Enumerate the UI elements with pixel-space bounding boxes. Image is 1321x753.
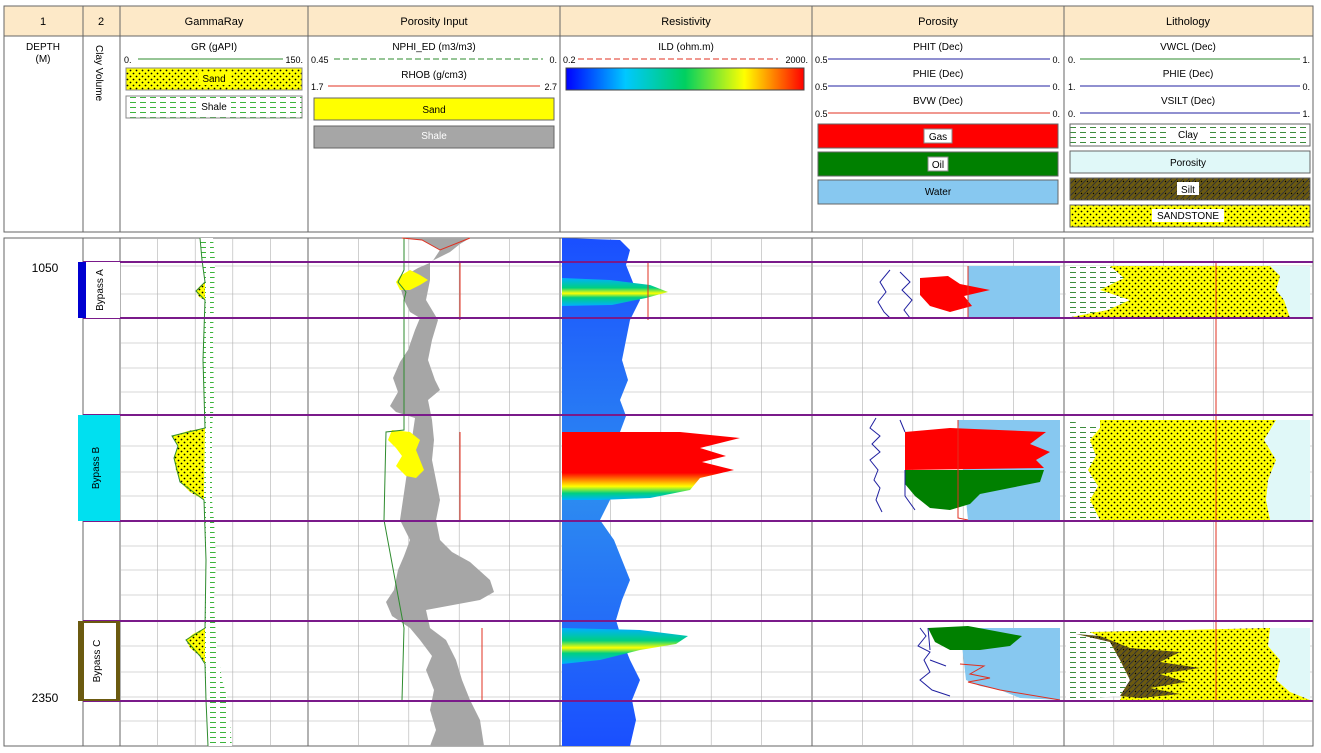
pi-fill-sand-swatch bbox=[313, 97, 555, 121]
track-number-1: 1 bbox=[40, 16, 46, 28]
resistivity-track bbox=[562, 238, 740, 746]
track-title-row: 1 2 GammaRay Porosity Input Resistivity … bbox=[3, 5, 1314, 37]
pi-shale-fill bbox=[386, 238, 494, 746]
track-title-resistivity: Resistivity bbox=[661, 16, 711, 28]
nphi-left-value: 0.45 bbox=[311, 55, 329, 65]
litho-fill-porosity-swatch bbox=[1069, 150, 1311, 174]
por-fill-water-swatch bbox=[817, 179, 1059, 205]
pi-sand-fill-zone-a bbox=[396, 270, 428, 290]
bvw-right-value: 0. bbox=[1052, 109, 1060, 119]
por-gas-fill-zone-a bbox=[920, 276, 990, 312]
bvw-left-value: 0.5 bbox=[815, 109, 828, 119]
por-gas-fill-zone-b bbox=[905, 428, 1050, 470]
vsilt-left-value: 0. bbox=[1068, 109, 1076, 119]
lithology-track bbox=[1066, 262, 1310, 700]
ild-curve-name: ILD (ohm.m) bbox=[658, 42, 714, 53]
ild-right-value: 2000. bbox=[785, 55, 808, 65]
rhob-curve-name: RHOB (g/cm3) bbox=[401, 70, 467, 81]
vsilt-right-value: 1. bbox=[1302, 109, 1310, 119]
phie-right-value: 0. bbox=[1052, 82, 1060, 92]
vwcl-curve-name: VWCL (Dec) bbox=[1160, 42, 1216, 53]
gr-right-value: 150. bbox=[285, 55, 303, 65]
pi-nphi-curve bbox=[383, 238, 407, 701]
phie-curve-name: PHIE (Dec) bbox=[913, 69, 964, 80]
por-fill-water-label: Water bbox=[925, 187, 952, 198]
phit-right-value: 0. bbox=[1052, 55, 1060, 65]
vwcl-left-value: 0. bbox=[1068, 55, 1076, 65]
vsilt-curve-name: VSILT (Dec) bbox=[1161, 96, 1215, 107]
litho-phie-curve-name: PHIE (Dec) bbox=[1163, 69, 1214, 80]
por-oil-fill-zone-b bbox=[905, 470, 1044, 510]
gr-left-value: 0. bbox=[124, 55, 132, 65]
phit-curve-name: PHIT (Dec) bbox=[913, 42, 963, 53]
track-number-2: 2 bbox=[98, 16, 104, 28]
nphi-right-value: 0. bbox=[549, 55, 557, 65]
depth-axis: 1050 2350 bbox=[32, 261, 59, 705]
zone-b-label: Bypass B bbox=[91, 447, 102, 490]
pi-fill-shale-swatch bbox=[313, 125, 555, 149]
depth-header-title: DEPTH bbox=[26, 42, 60, 53]
gr-sand-fill-zone-a bbox=[196, 282, 205, 300]
nphi-curve-name: NPHI_ED (m3/m3) bbox=[392, 42, 475, 53]
track-title-porosity: Porosity bbox=[918, 16, 958, 28]
litho-porosity-fill bbox=[1264, 266, 1310, 700]
gr-fill-shale-label: Shale bbox=[201, 102, 227, 113]
por-phie-curve bbox=[899, 271, 947, 667]
res-zone-b-fill bbox=[562, 432, 740, 500]
vwcl-right-value: 1. bbox=[1302, 55, 1310, 65]
curve-header-area: DEPTH (M) Clay Volume GR (gAPI) 0. 150. … bbox=[3, 35, 1314, 233]
litho-phie-left-value: 1. bbox=[1068, 82, 1076, 92]
pi-fill-sand-label: Sand bbox=[422, 105, 445, 116]
track-title-porosity-input: Porosity Input bbox=[400, 16, 467, 28]
litho-fill-sandstone-label: SANDSTONE bbox=[1157, 211, 1219, 222]
phie-left-value: 0.5 bbox=[815, 82, 828, 92]
por-fill-gas-label: Gas bbox=[929, 132, 947, 143]
por-fill-oil-label: Oil bbox=[932, 160, 944, 171]
litho-fill-clay-label: Clay bbox=[1178, 130, 1198, 141]
track-title-lithology: Lithology bbox=[1166, 16, 1211, 28]
pi-sand-fill-zone-b bbox=[388, 430, 424, 478]
depth-label-bottom: 2350 bbox=[32, 691, 59, 705]
por-bvw-curve bbox=[957, 266, 1061, 701]
zone-b-marker bbox=[78, 415, 120, 521]
phit-left-value: 0.5 bbox=[815, 55, 828, 65]
gr-curve bbox=[171, 237, 209, 747]
bvw-curve-name: BVW (Dec) bbox=[913, 96, 963, 107]
porosity-track bbox=[869, 266, 1061, 701]
pi-rhob-curve bbox=[401, 237, 483, 700]
track-title-gammaray: GammaRay bbox=[185, 16, 244, 28]
litho-fill-porosity-label: Porosity bbox=[1170, 158, 1206, 169]
porosity-input-track bbox=[383, 237, 494, 746]
pi-fill-shale-label: Shale bbox=[421, 131, 447, 142]
clay-volume-header: Clay Volume bbox=[93, 45, 104, 102]
zone-c-label: Bypass C bbox=[92, 640, 103, 683]
depth-header-unit: (M) bbox=[36, 54, 51, 65]
por-oil-fill-zone-c bbox=[928, 626, 1022, 650]
ild-left-value: 0.2 bbox=[563, 55, 576, 65]
res-zone-c-fill bbox=[562, 628, 688, 664]
gr-fill-sand-label: Sand bbox=[202, 74, 225, 85]
depth-label-top: 1050 bbox=[32, 261, 59, 275]
litho-silt-fill bbox=[1076, 634, 1200, 698]
rhob-right-value: 2.7 bbox=[544, 82, 557, 92]
litho-fill-silt-label: Silt bbox=[1181, 185, 1195, 196]
gr-track bbox=[171, 237, 232, 747]
por-phit-curve bbox=[869, 269, 951, 697]
litho-sandstone-fill bbox=[1066, 266, 1310, 700]
litho-phie-right-value: 0. bbox=[1302, 82, 1310, 92]
zone-a-label: Bypass A bbox=[95, 269, 106, 311]
litho-clay-fill bbox=[1066, 266, 1130, 700]
ild-color-scale bbox=[565, 67, 805, 91]
zone-markers: Bypass A Bypass B Bypass C bbox=[78, 261, 1313, 702]
res-zone-a-fill bbox=[562, 278, 668, 306]
gr-curve-name: GR (gAPI) bbox=[191, 42, 237, 53]
gr-shale-fill bbox=[200, 238, 232, 746]
rhob-left-value: 1.7 bbox=[311, 82, 324, 92]
